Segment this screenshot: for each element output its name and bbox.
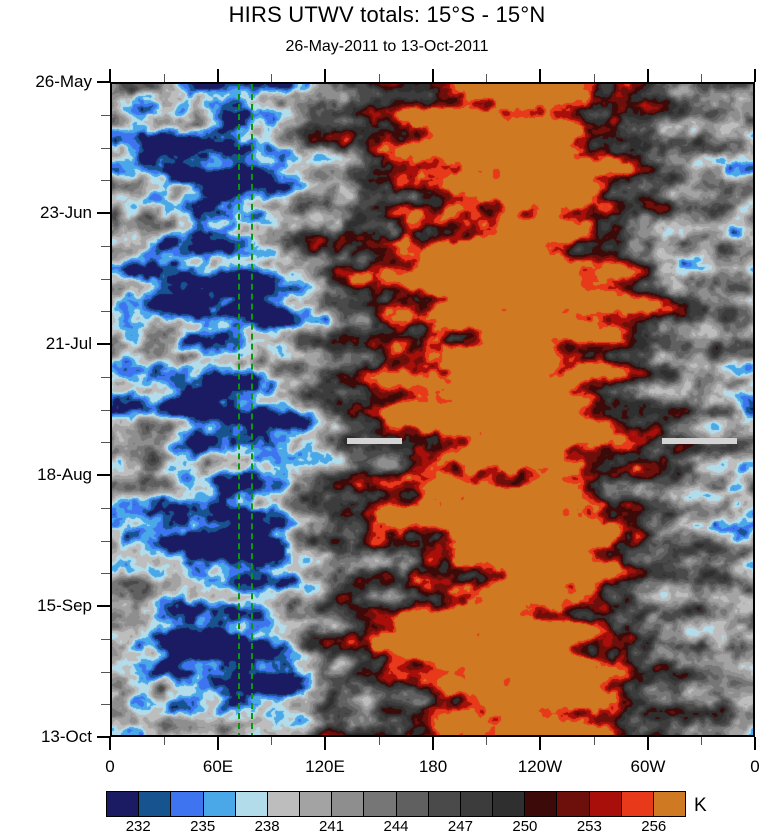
colorbar-bin	[460, 792, 494, 816]
x-axis-minor-tick	[164, 74, 165, 82]
colorbar-bin	[653, 792, 686, 816]
colorbar-bin	[493, 792, 526, 816]
y-axis-label: 18-Aug	[37, 465, 92, 484]
page-title: HIRS UTWV totals: 15°S - 15°N	[228, 2, 546, 27]
x-axis-minor-tick	[701, 737, 702, 745]
colorbar-bin	[557, 792, 590, 816]
x-axis-major-tick	[432, 737, 434, 750]
y-axis-minor-tick	[101, 410, 110, 411]
x-axis-major-tick	[539, 737, 541, 750]
x-axis-minor-tick	[164, 737, 165, 745]
y-axis-minor-tick	[101, 541, 110, 542]
x-axis-minor-tick	[486, 737, 487, 745]
colorbar-bin	[621, 792, 654, 816]
colorbar-bin	[171, 792, 204, 816]
y-axis-label: 21-Jul	[45, 334, 92, 353]
missing-data-bar	[662, 437, 737, 444]
x-axis-top-major-tick	[647, 69, 649, 82]
colorbar-tick-label: 238	[254, 818, 280, 835]
y-axis-label: 13-Oct	[40, 727, 92, 746]
x-axis-top-major-tick	[754, 69, 756, 82]
colorbar-bin	[525, 792, 558, 816]
y-axis-minor-tick	[101, 508, 110, 509]
x-axis-minor-tick	[701, 74, 702, 82]
x-axis-label: 60W	[630, 757, 666, 776]
y-axis-minor-tick	[101, 639, 110, 640]
x-axis-top-major-tick	[539, 69, 541, 82]
y-axis-minor-tick	[101, 573, 110, 574]
y-axis-minor-tick	[101, 377, 110, 378]
x-axis-major-tick	[217, 737, 219, 750]
hovmoller-heatmap	[112, 84, 753, 735]
colorbar-bin	[139, 792, 172, 816]
x-axis-major-tick	[647, 737, 649, 750]
y-axis-major-tick	[97, 605, 110, 607]
x-axis-minor-tick	[271, 74, 272, 82]
y-axis-label: 15-Sep	[37, 596, 92, 615]
x-axis-major-tick	[109, 737, 111, 750]
x-axis-minor-tick	[594, 737, 595, 745]
colorbar-bin	[428, 792, 461, 816]
colorbar-bin	[267, 792, 301, 816]
colorbar-bin	[396, 792, 429, 816]
colorbar-bin	[589, 792, 622, 816]
x-axis-label: 180	[418, 757, 448, 776]
colorbar-tick-label: 250	[512, 818, 538, 835]
x-axis-minor-tick	[379, 737, 380, 745]
x-axis-label: 60E	[202, 757, 234, 776]
colorbar-unit-label: K	[694, 795, 707, 816]
colorbar-tick-label: 253	[576, 818, 602, 835]
reference-line-77E	[250, 84, 253, 735]
y-axis-minor-tick	[101, 704, 110, 705]
colorbar-bin	[332, 792, 365, 816]
y-axis-minor-tick	[101, 246, 110, 247]
y-axis-minor-tick	[101, 442, 110, 443]
y-axis-label: 23-Jun	[40, 203, 92, 222]
y-axis-major-tick	[97, 81, 110, 83]
x-axis-minor-tick	[271, 737, 272, 745]
y-axis-minor-tick	[101, 148, 110, 149]
colorbar-bin	[364, 792, 397, 816]
x-axis-minor-tick	[486, 74, 487, 82]
x-axis-major-tick	[324, 737, 326, 750]
colorbar-tick-label: 235	[190, 818, 216, 835]
colorbar-bin	[107, 792, 140, 816]
y-axis-minor-tick	[101, 311, 110, 312]
y-axis-major-tick	[97, 474, 110, 476]
y-axis-major-tick	[97, 212, 110, 214]
colorbar-tick-label: 241	[319, 818, 345, 835]
x-axis-top-major-tick	[109, 69, 111, 82]
subtitle: 26-May-2011 to 13-Oct-2011	[285, 38, 489, 55]
y-axis-minor-tick	[101, 279, 110, 280]
x-axis-top-major-tick	[432, 69, 434, 82]
y-axis-minor-tick	[101, 672, 110, 673]
x-axis-top-major-tick	[324, 69, 326, 82]
y-axis-label: 26-May	[35, 72, 92, 91]
colorbar-tick-label: 256	[641, 818, 667, 835]
x-axis-label: 120W	[517, 757, 563, 776]
colorbar-tick-label: 232	[125, 818, 151, 835]
hovmoller-plot-area[interactable]	[110, 82, 755, 737]
x-axis-label: 0	[105, 757, 115, 776]
colorbar-bin	[203, 792, 236, 816]
y-axis-minor-tick	[101, 115, 110, 116]
x-axis-minor-tick	[379, 74, 380, 82]
colorbar-tick-label: 247	[447, 818, 473, 835]
y-axis-major-tick	[97, 736, 110, 738]
colorbar-bin	[235, 792, 268, 816]
x-axis-label: 0	[750, 757, 760, 776]
x-axis-minor-tick	[594, 74, 595, 82]
colorbar-tick-label: 244	[383, 818, 409, 835]
x-axis-major-tick	[754, 737, 756, 750]
colorbar[interactable]	[106, 791, 686, 817]
x-axis-top-major-tick	[217, 69, 219, 82]
reference-line-70E	[237, 84, 240, 735]
x-axis-label: 120E	[305, 757, 345, 776]
colorbar-bin	[300, 792, 333, 816]
y-axis-major-tick	[97, 343, 110, 345]
missing-data-bar	[346, 437, 402, 444]
y-axis-minor-tick	[101, 180, 110, 181]
